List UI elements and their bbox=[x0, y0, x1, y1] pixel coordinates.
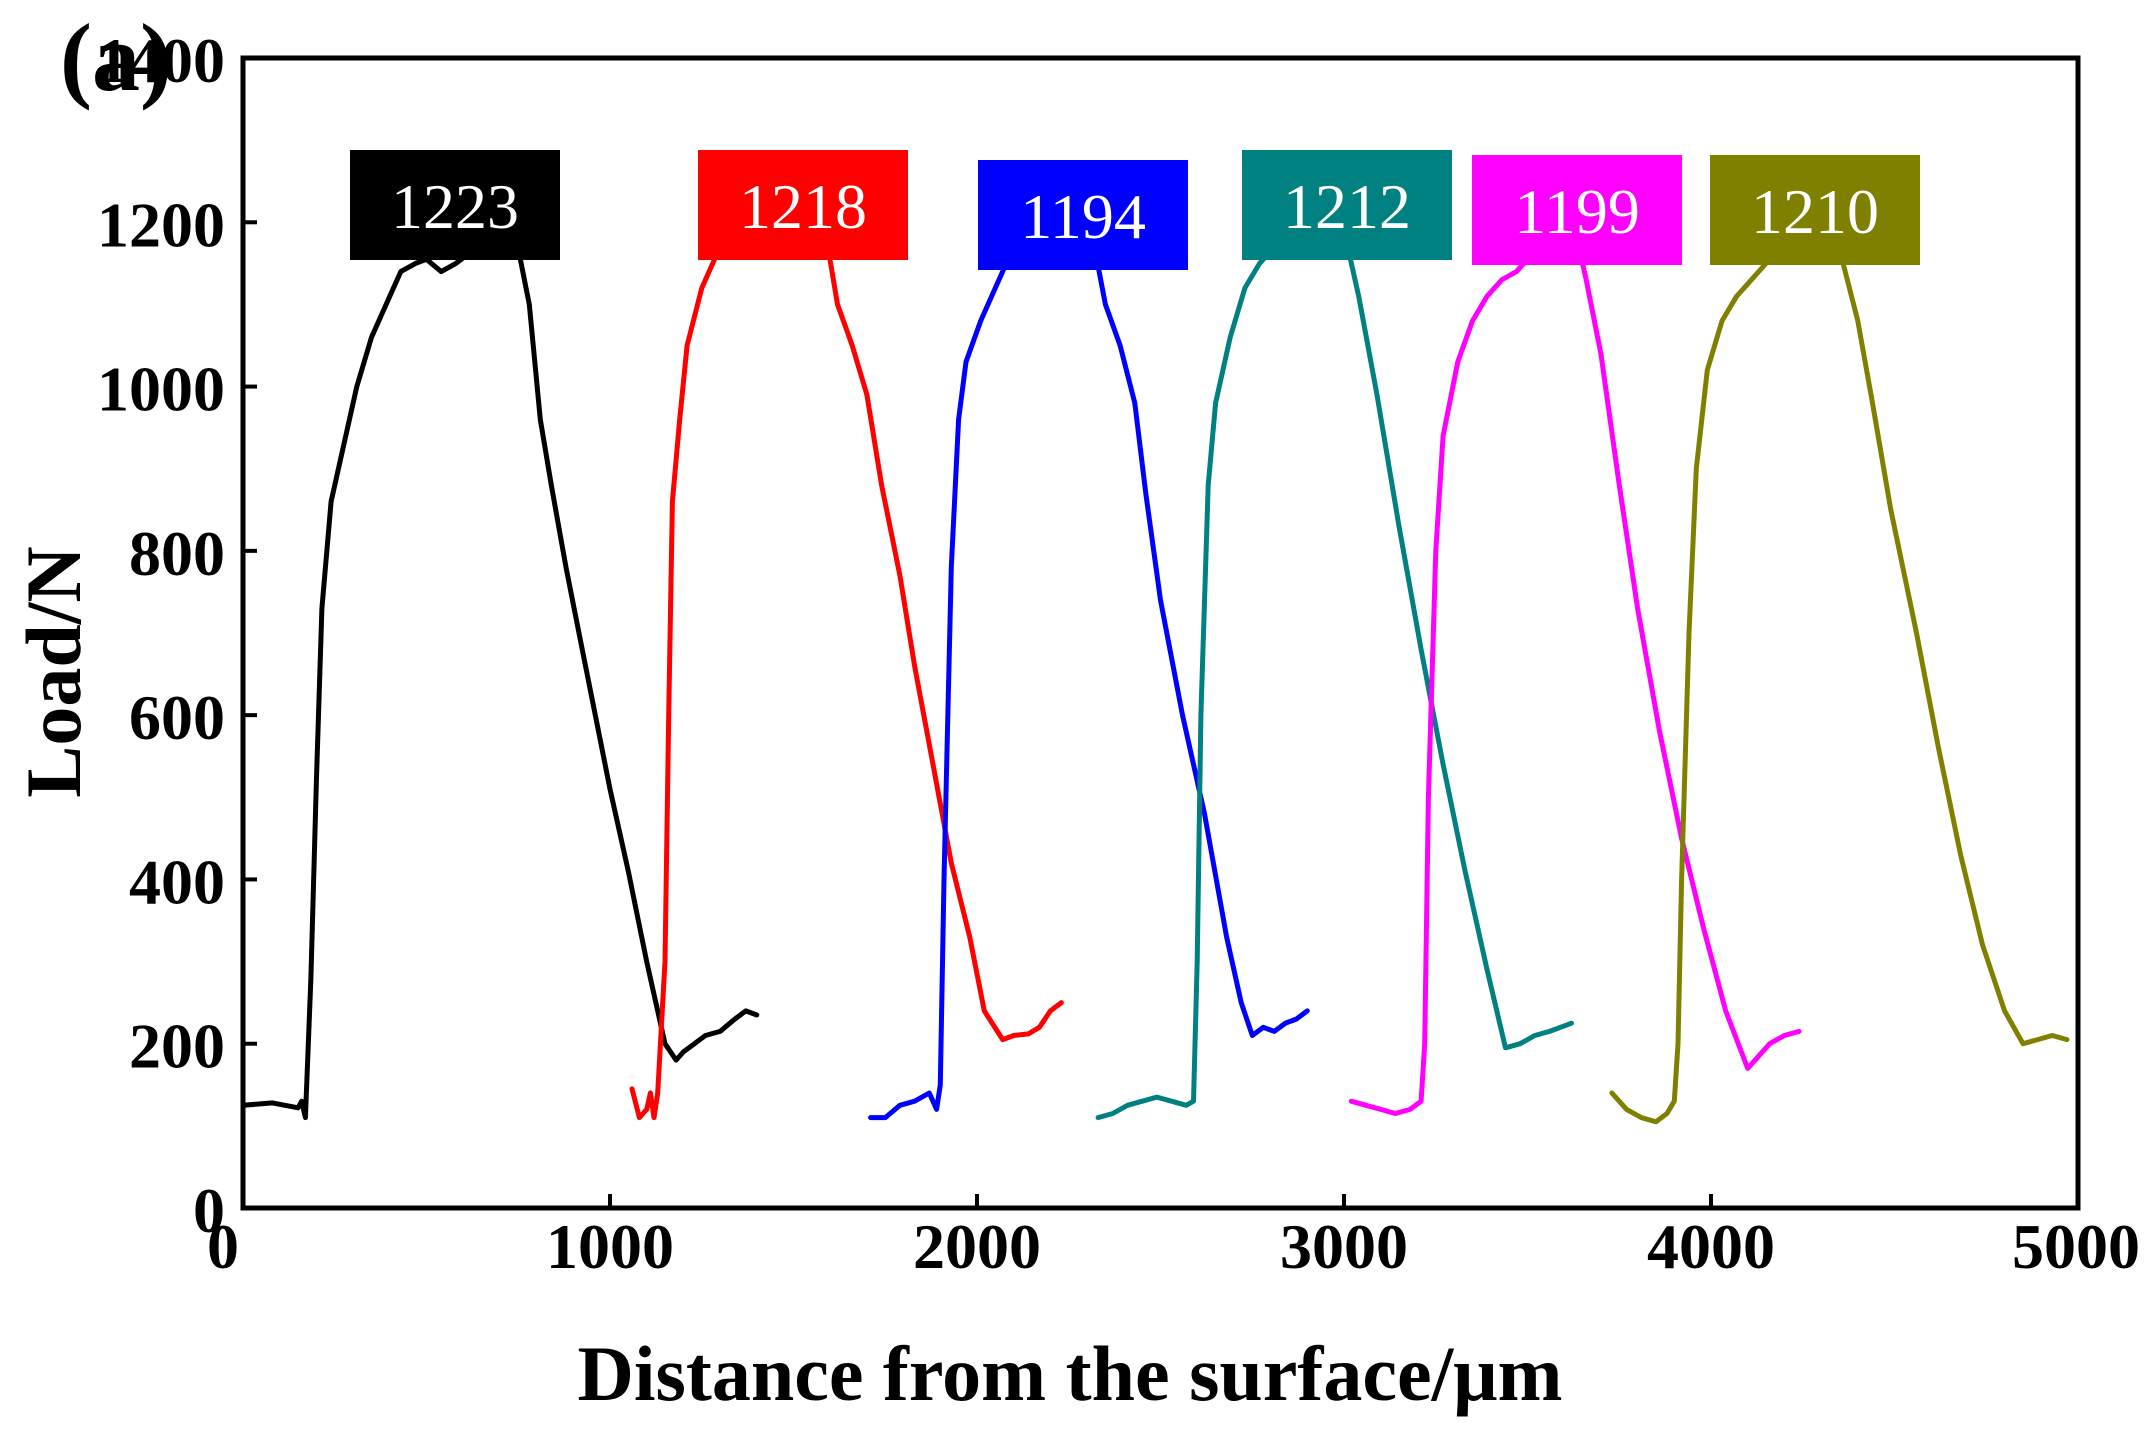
series-badge-label: 1194 bbox=[1020, 181, 1146, 252]
series-badge-label: 1210 bbox=[1751, 176, 1879, 247]
x-tick-label: 5000 bbox=[2012, 1211, 2140, 1282]
series-badge-1212: 1212 bbox=[1242, 150, 1452, 260]
plot-frame bbox=[240, 55, 2081, 1211]
series-badge-bg bbox=[1242, 150, 1452, 260]
series-line-1199 bbox=[1348, 220, 1802, 1116]
series-badge-bg bbox=[350, 150, 560, 260]
y-tick-label: 200 bbox=[129, 1011, 225, 1082]
series-badge-bg bbox=[978, 160, 1188, 270]
series-badge-label: 1212 bbox=[1283, 171, 1411, 242]
series-line-1218 bbox=[629, 205, 1064, 1121]
x-axis-title: Distance from the surface/μm bbox=[577, 1330, 1562, 1417]
series-badge-1199: 1199 bbox=[1472, 155, 1682, 265]
x-axis: 0 1000 2000 3000 4000 5000 bbox=[207, 1194, 2140, 1282]
series-badge-1223: 1223 bbox=[350, 150, 560, 260]
y-tick-label: 0 bbox=[193, 1175, 225, 1246]
y-tick-label: 1200 bbox=[97, 189, 225, 260]
panel-label: (a) bbox=[60, 4, 172, 111]
y-tick-label: 400 bbox=[129, 846, 225, 917]
y-tick-label: 1000 bbox=[97, 354, 225, 425]
x-tick-label: 4000 bbox=[1647, 1211, 1775, 1282]
y-tick-label: 800 bbox=[129, 518, 225, 589]
series-line-1223 bbox=[240, 200, 760, 1121]
y-tick-label: 1400 bbox=[97, 25, 225, 96]
series-badge-label: 1223 bbox=[391, 171, 519, 242]
series-badge-label: 1218 bbox=[739, 171, 867, 242]
series-badge-bg bbox=[1472, 155, 1682, 265]
series-line-1194 bbox=[868, 224, 1310, 1121]
series-badge-bg bbox=[698, 150, 908, 260]
y-axis: 0 200 400 600 800 1000 1200 1400 bbox=[97, 25, 257, 1246]
series-badge-1194: 1194 bbox=[978, 160, 1188, 270]
x-tick-label: 0 bbox=[207, 1211, 239, 1282]
series-badge-1210: 1210 bbox=[1710, 155, 1920, 265]
series-line-1210 bbox=[1609, 211, 2070, 1125]
x-tick-label: 2000 bbox=[913, 1211, 1041, 1282]
x-tick-label: 3000 bbox=[1280, 1211, 1408, 1282]
series-labels: 1223 1218 1194 1212 1199 1210 bbox=[350, 150, 1920, 270]
series-line-1212 bbox=[1095, 209, 1574, 1121]
series-badge-bg bbox=[1710, 155, 1920, 265]
y-axis-title: Load/N bbox=[10, 546, 97, 797]
plot-area bbox=[240, 200, 2070, 1125]
x-tick-label: 1000 bbox=[546, 1211, 674, 1282]
y-tick-label: 600 bbox=[129, 682, 225, 753]
series-badge-label: 1199 bbox=[1514, 176, 1640, 247]
series-badge-1218: 1218 bbox=[698, 150, 908, 260]
